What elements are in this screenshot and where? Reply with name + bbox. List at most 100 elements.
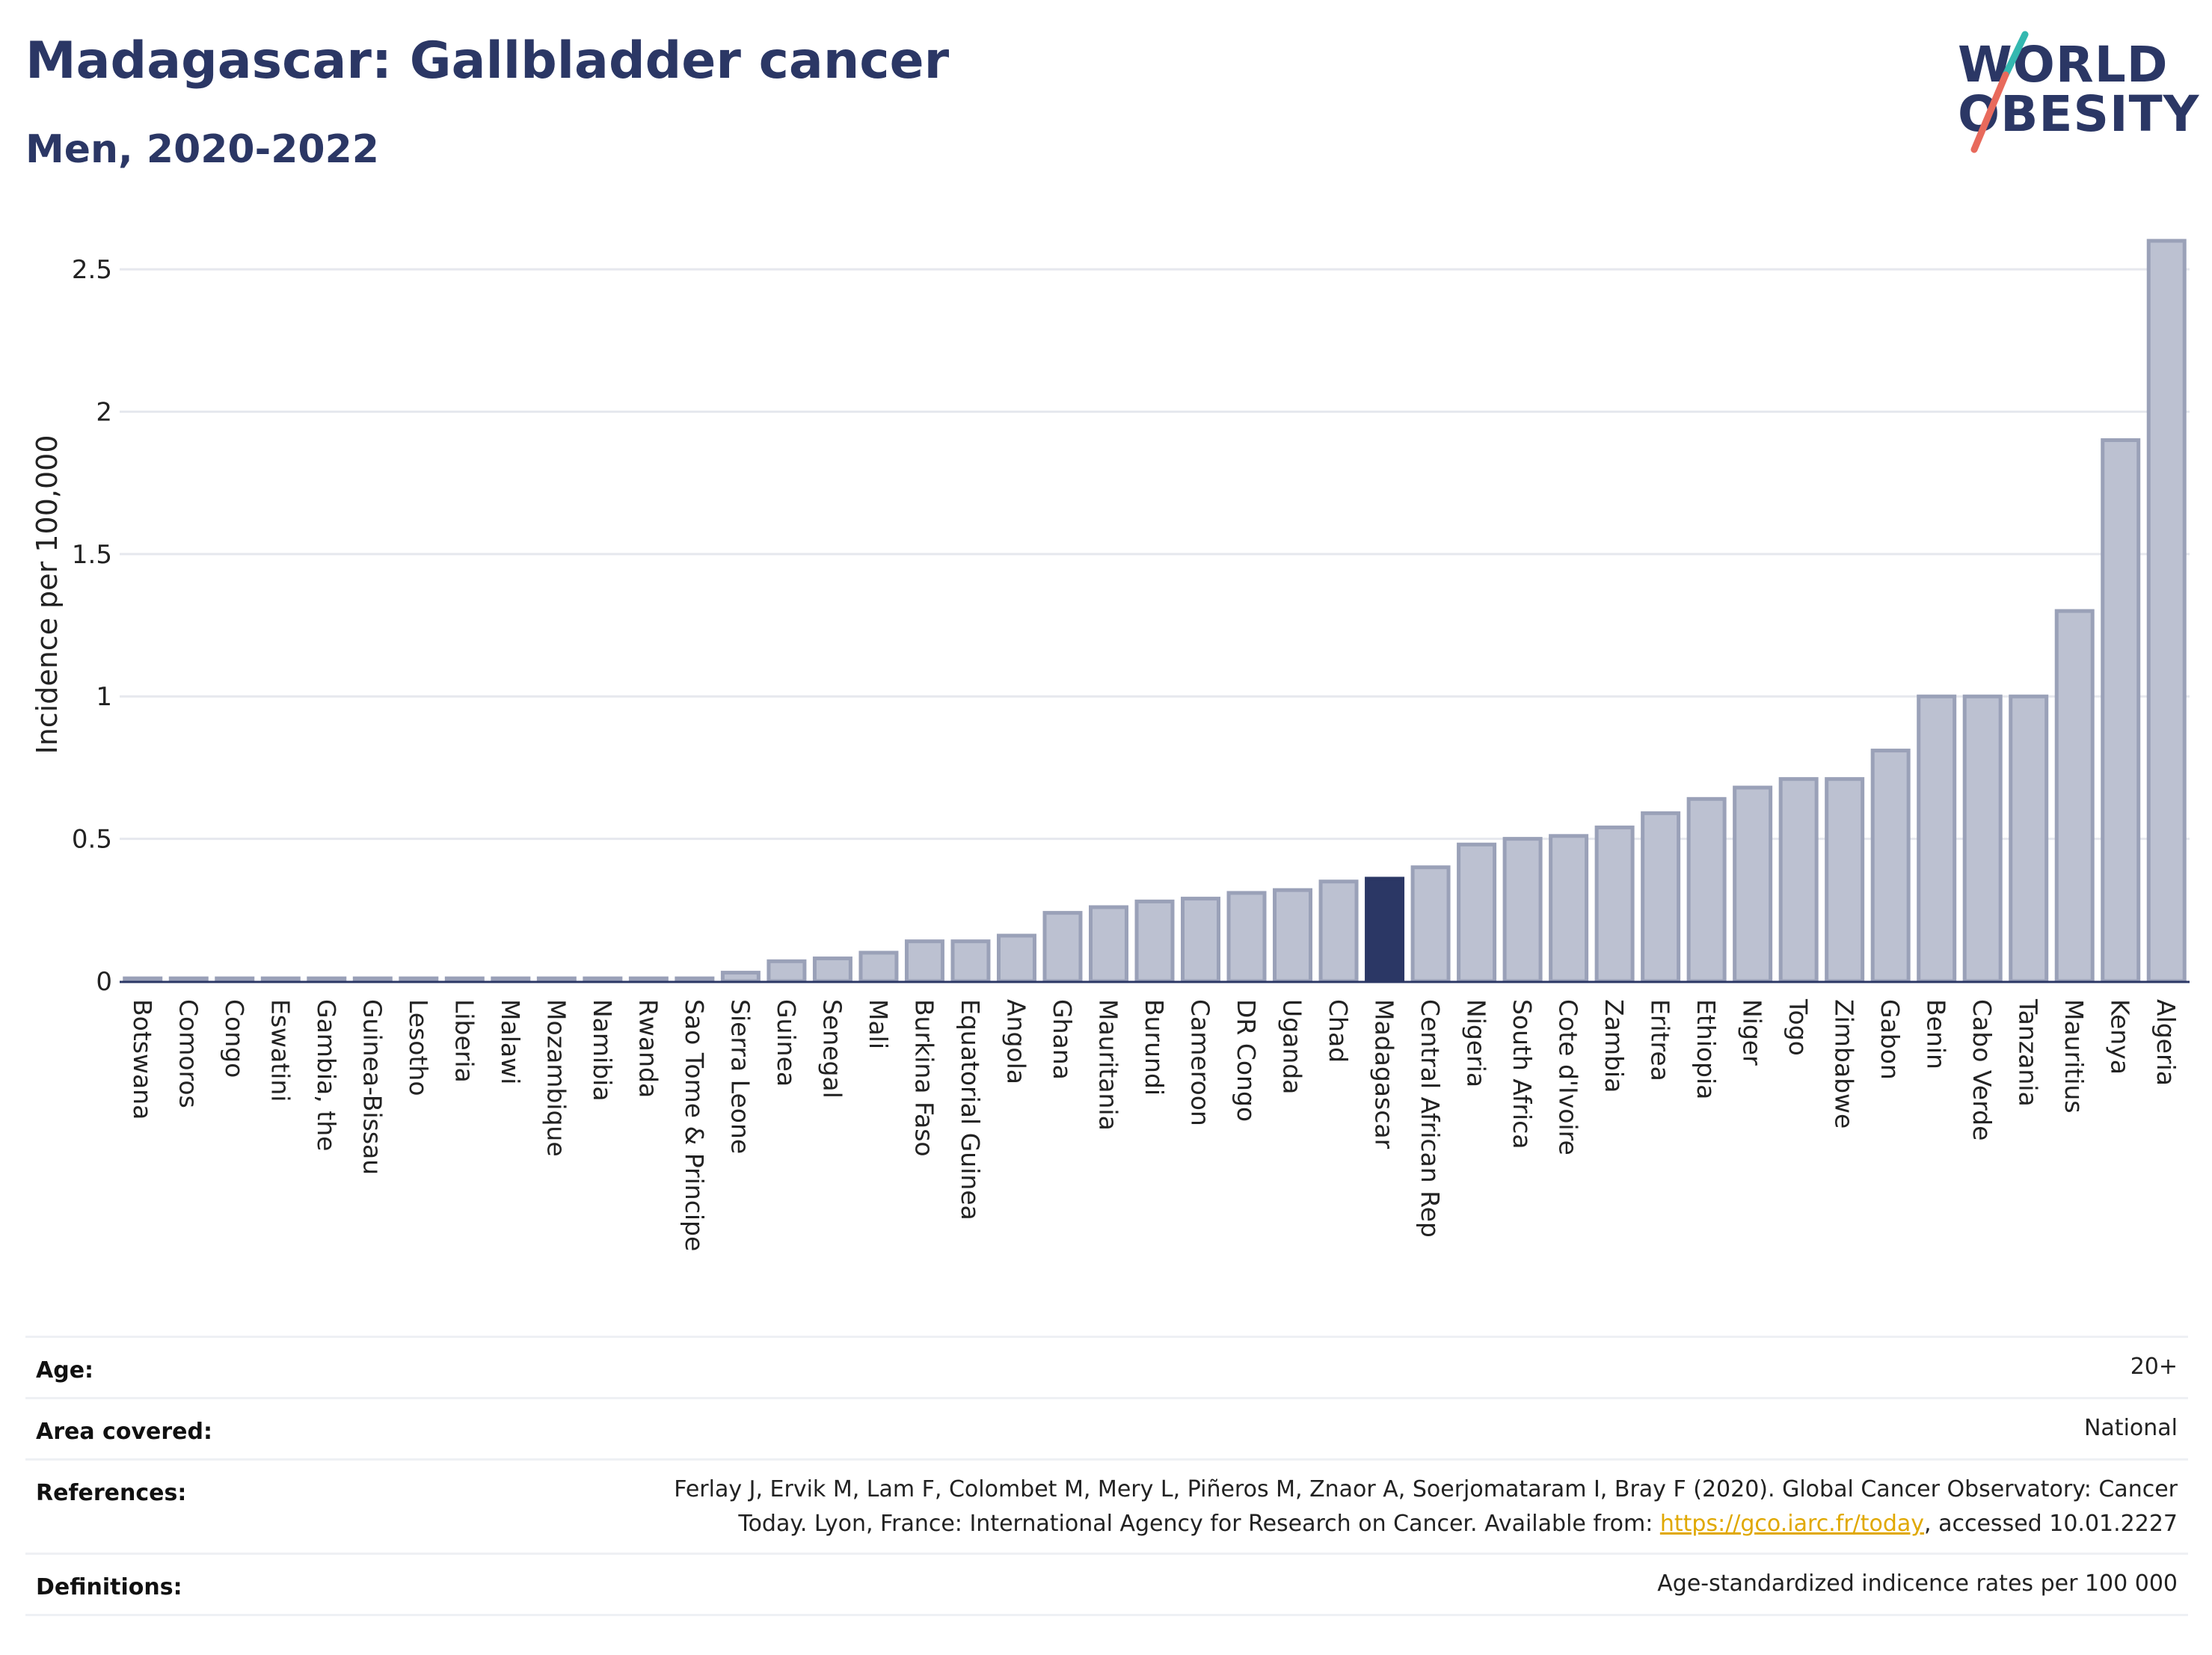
logo-line-1: WORLD [1958, 36, 2169, 93]
bar[interactable] [1641, 811, 1681, 983]
meta-area-value: National [2083, 1415, 2178, 1441]
bar[interactable] [260, 976, 301, 983]
references-link[interactable]: https://gco.iarc.fr/today [1659, 1511, 1925, 1537]
bar[interactable] [307, 976, 347, 983]
x-category-label: Guinea-Bissau [357, 999, 387, 1175]
meta-area-label: Area covered: [36, 1419, 212, 1445]
bar[interactable] [812, 957, 852, 983]
world-obesity-logo: WORLD OBESITY [1944, 30, 2199, 161]
bar[interactable] [1226, 891, 1267, 983]
bar-highlight[interactable] [1365, 876, 1405, 983]
x-category-label: Eswatini [265, 999, 295, 1102]
bar[interactable] [1870, 749, 1911, 983]
x-category-labels: Botswana Comoros Congo Eswatini Gambia, the G… [128, 998, 2181, 1251]
x-category-label: Lesotho [404, 999, 433, 1096]
bar[interactable] [720, 971, 761, 983]
bar[interactable] [2054, 609, 2095, 983]
x-category-label: Gabon [1875, 999, 1905, 1080]
x-category-label: Gambia, the [312, 999, 341, 1151]
logo-slash-icon [1970, 31, 2029, 153]
bar[interactable] [2009, 694, 2049, 983]
x-category-label: Sao Tome & Principe [680, 999, 709, 1251]
page-subtitle: Men, 2020-2022 [25, 127, 379, 172]
bar[interactable] [536, 976, 577, 983]
x-category-label: Cameroon [1186, 999, 1215, 1126]
y-tick-labels: 0 0.5 1 1.5 2 2.5 [72, 255, 112, 997]
x-category-label: South Africa [1508, 999, 1537, 1149]
x-category-label: Nigeria [1462, 999, 1491, 1087]
bar[interactable] [1962, 694, 2003, 983]
bar[interactable] [2101, 438, 2141, 983]
bar[interactable] [123, 976, 163, 983]
y-tick-label: 0 [96, 967, 112, 997]
meta-references-label: References: [36, 1480, 187, 1506]
x-category-label: Zambia [1600, 999, 1629, 1093]
x-category-label: Mozambique [541, 999, 571, 1157]
bar[interactable] [215, 976, 255, 983]
bar[interactable] [1594, 825, 1635, 983]
x-category-label: Togo [1784, 998, 1813, 1056]
bar[interactable] [1502, 837, 1543, 983]
y-axis-title: Incidence per 100,000 [31, 435, 64, 754]
bar[interactable] [2146, 239, 2187, 983]
bar[interactable] [1917, 694, 1957, 983]
bar[interactable] [1733, 785, 1773, 983]
bar[interactable] [1778, 777, 1819, 983]
bar-chart: 0 0.5 1 1.5 2 2.5 Botswana Comoros Congo Eswatin… [31, 239, 2190, 1251]
bar[interactable] [583, 976, 623, 983]
bar[interactable] [1549, 834, 1589, 983]
references-line-1: Ferlay J, Ervik M, Lam F, Colombet M, Me… [674, 1476, 2178, 1502]
bar[interactable] [1273, 888, 1313, 983]
bar[interactable] [444, 976, 485, 983]
bar[interactable] [1181, 897, 1221, 983]
bar[interactable] [1410, 865, 1451, 983]
meta-definitions-label: Definitions: [36, 1574, 182, 1600]
bar[interactable] [1457, 842, 1497, 983]
x-category-label: Sierra Leone [725, 999, 755, 1154]
x-category-label: Mauritania [1093, 999, 1122, 1131]
bar[interactable] [1088, 905, 1128, 983]
x-category-label: Burkina Faso [909, 999, 938, 1157]
bar[interactable] [491, 976, 531, 983]
bar[interactable] [950, 939, 991, 983]
bar[interactable] [766, 959, 807, 983]
y-tick-label: 2 [96, 397, 112, 427]
bar[interactable] [168, 976, 209, 983]
x-category-label: Guinea [772, 999, 801, 1087]
meta-row-definitions: Definitions: Age-standardized indicence … [25, 1553, 2188, 1615]
bar[interactable] [399, 976, 439, 983]
bar[interactable] [675, 976, 715, 983]
x-category-label: Rwanda [633, 999, 663, 1098]
page-title: Madagascar: Gallbladder cancer [25, 31, 950, 90]
bar[interactable] [352, 976, 393, 983]
x-category-label: Senegal [817, 999, 847, 1099]
x-category-label: Algeria [2151, 999, 2181, 1086]
references-line-2-text: Today. Lyon, France: International Agenc… [738, 1511, 1660, 1537]
x-category-label: Zimbabwe [1830, 999, 1859, 1129]
references-line-2: Today. Lyon, France: International Agenc… [674, 1507, 2178, 1541]
bar[interactable] [1686, 796, 1727, 983]
bar[interactable] [628, 976, 669, 983]
bar[interactable] [858, 951, 899, 983]
bar[interactable] [1825, 777, 1865, 983]
x-category-label: Benin [1922, 999, 1951, 1069]
bar[interactable] [904, 939, 944, 983]
x-category-label: Kenya [2106, 999, 2135, 1075]
x-category-label: Niger [1738, 999, 1767, 1066]
bar[interactable] [1318, 879, 1359, 983]
bar[interactable] [996, 933, 1036, 983]
x-category-label: Namibia [588, 999, 617, 1102]
logo-slash-teal [2002, 31, 2029, 79]
x-category-label: Cote d'Ivoire [1554, 999, 1583, 1155]
bar[interactable] [1042, 911, 1083, 983]
meta-row-area: Area covered: National [25, 1397, 2188, 1459]
bars [123, 239, 2187, 983]
x-category-label: Uganda [1278, 999, 1307, 1094]
x-category-label: Tanzania [2014, 998, 2043, 1107]
bar[interactable] [1134, 899, 1175, 983]
y-tick-label: 1 [96, 682, 112, 712]
x-category-label: Malawi [496, 999, 525, 1084]
meta-age-value: 20+ [2130, 1354, 2178, 1380]
x-category-label: Chad [1324, 999, 1353, 1063]
x-category-label: DR Congo [1232, 999, 1261, 1122]
